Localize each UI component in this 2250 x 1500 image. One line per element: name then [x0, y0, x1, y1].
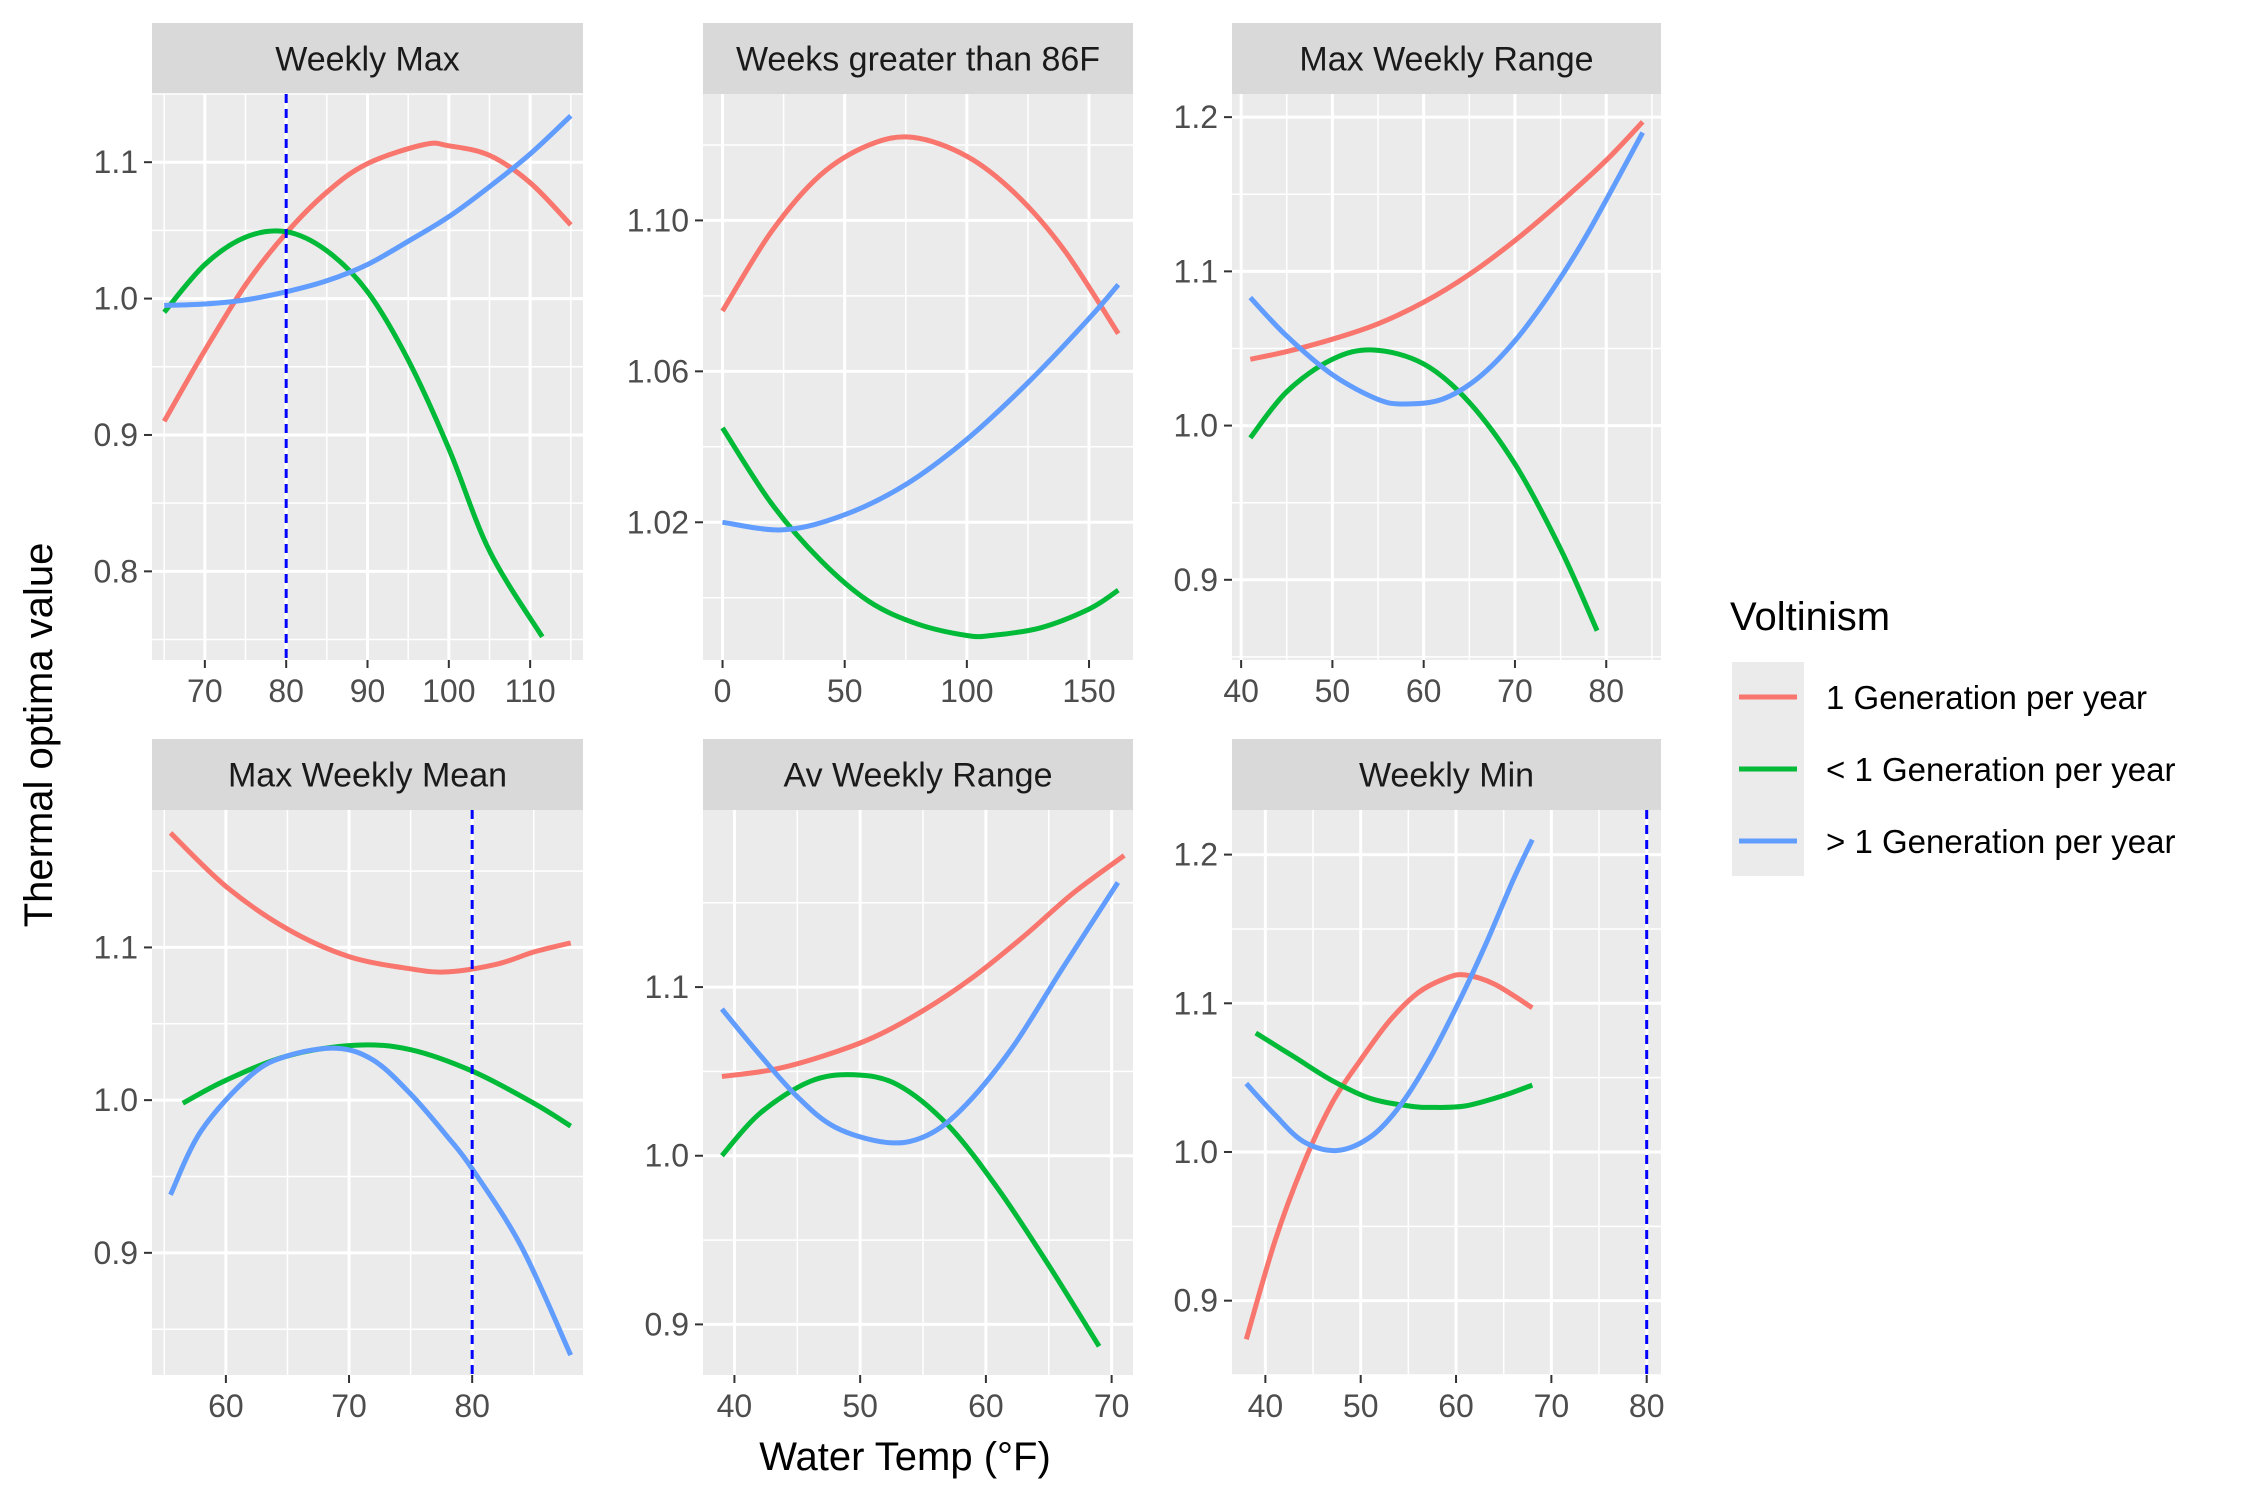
series-line-lt	[720, 1072, 1102, 1348]
x-tick-label: 60	[968, 1388, 1004, 1424]
y-tick-label: 0.9	[94, 417, 138, 453]
series-line-one	[162, 140, 573, 423]
x-tick-label: 60	[1406, 673, 1442, 709]
panel-strip	[703, 739, 1133, 810]
panel-strip	[152, 23, 583, 94]
y-tick-label: 1.02	[627, 504, 689, 540]
panel-5: Av Weekly Range 40 50 60 70 0.9 1.0 1.1	[645, 739, 1133, 1424]
y-tick-label: 0.8	[94, 553, 138, 589]
panel-6: Weekly Min 40 50 60 70 80 0.9 1.0 1.1 1.2	[1174, 739, 1665, 1424]
x-tick-label: 80	[268, 673, 304, 709]
y-tick-label: 1.2	[1174, 837, 1218, 873]
y-tick-label: 0.9	[94, 1235, 138, 1271]
panel-title: Weekly Max	[275, 41, 460, 79]
x-tick-label: 40	[1223, 673, 1259, 709]
x-tick-label: 50	[842, 1388, 878, 1424]
panel-2: Weeks greater than 86F 0 50 100 150 1.02 1.06 1…	[627, 23, 1133, 709]
series-line-gt	[722, 282, 1121, 533]
series-line-one	[720, 134, 1121, 335]
series-line-lt	[1254, 1030, 1534, 1110]
panel-strip	[1232, 739, 1661, 810]
x-tick-label: 100	[422, 673, 475, 709]
x-tick-label: 90	[350, 673, 386, 709]
x-tick-label: 50	[1343, 1388, 1379, 1424]
y-tick-label: 1.1	[1174, 253, 1218, 289]
x-tick-label: 70	[331, 1388, 367, 1424]
panel-strip	[1232, 23, 1661, 94]
legend-label-lt: < 1 Generation per year	[1826, 751, 2175, 788]
legend-label-one: 1 Generation per year	[1826, 679, 2147, 716]
panel-title: Max Weekly Mean	[228, 757, 507, 795]
panel-title: Weeks greater than 86F	[736, 41, 1100, 79]
x-tick-label: 50	[827, 673, 863, 709]
y-tick-label: 1.1	[645, 969, 689, 1005]
series-line-one	[168, 831, 572, 975]
x-tick-label: 100	[940, 673, 993, 709]
panel-title: Av Weekly Range	[784, 757, 1053, 795]
legend-label-gt: > 1 Generation per year	[1826, 823, 2175, 860]
x-tick-label: 40	[717, 1388, 753, 1424]
x-tick-label: 80	[1588, 673, 1624, 709]
panel-title: Max Weekly Range	[1299, 41, 1593, 79]
x-tick-label: 150	[1062, 673, 1115, 709]
y-tick-label: 0.9	[1174, 562, 1218, 598]
panel-background	[1232, 810, 1661, 1375]
panel-strip	[152, 739, 583, 810]
y-tick-label: 1.10	[627, 202, 689, 238]
series-line-gt	[168, 1045, 573, 1357]
x-tick-label: 60	[208, 1388, 244, 1424]
y-tick-label: 0.9	[645, 1306, 689, 1342]
y-tick-label: 1.1	[94, 929, 138, 965]
x-tick-label: 80	[454, 1388, 490, 1424]
series-line-lt	[720, 426, 1120, 640]
y-tick-label: 1.0	[1174, 1134, 1218, 1170]
x-axis-label: Water Temp (°F)	[759, 1435, 1051, 1479]
series-line-lt	[1248, 347, 1600, 632]
series-line-one	[721, 853, 1126, 1079]
panel-1: Weekly Max 70 80 90 100 110 0.8 0.9 1.0 1.1	[94, 23, 583, 709]
panel-background	[703, 94, 1133, 660]
series-line-lt	[162, 228, 545, 639]
legend-title: Voltinism	[1730, 595, 1890, 639]
panel-4: Max Weekly Mean 60 70 80 0.9 1.0 1.1	[94, 739, 583, 1424]
y-tick-label: 0.9	[1174, 1283, 1218, 1319]
series-line-gt	[719, 881, 1121, 1146]
x-tick-label: 70	[187, 673, 223, 709]
panels: Weekly Max 70 80 90 100 110 0.8 0.9 1.0 1.1 Weeks …	[94, 23, 1665, 1424]
y-tick-label: 1.1	[1174, 985, 1218, 1021]
x-tick-label: 110	[505, 673, 556, 709]
y-tick-label: 1.0	[94, 281, 138, 317]
y-tick-label: 1.0	[94, 1082, 138, 1118]
y-tick-label: 1.2	[1174, 99, 1218, 135]
y-axis-label: Thermal optima value	[17, 543, 61, 928]
y-tick-label: 1.1	[94, 144, 138, 180]
x-tick-label: 40	[1248, 1388, 1284, 1424]
y-tick-label: 1.0	[645, 1138, 689, 1174]
series-line-gt	[1248, 131, 1645, 407]
x-tick-label: 70	[1534, 1388, 1570, 1424]
x-tick-label: 0	[714, 673, 732, 709]
series-line-one	[1249, 120, 1645, 362]
x-tick-label: 70	[1094, 1388, 1130, 1424]
y-tick-label: 1.0	[1174, 408, 1218, 444]
x-tick-label: 70	[1497, 673, 1533, 709]
series-line-lt	[181, 1042, 573, 1129]
series-line-gt	[164, 113, 573, 308]
legend: Voltinism 1 Generation per year < 1 Gene…	[1730, 595, 2175, 876]
panel-3: Max Weekly Range 40 50 60 70 80 0.9 1.0 1.1 1.2	[1174, 23, 1661, 709]
panel-title: Weekly Min	[1359, 757, 1534, 795]
series-line-gt	[1244, 838, 1535, 1154]
panel-strip	[703, 23, 1133, 94]
y-tick-label: 1.06	[627, 353, 689, 389]
x-tick-label: 80	[1629, 1388, 1665, 1424]
x-tick-label: 60	[1438, 1388, 1474, 1424]
x-tick-label: 50	[1315, 673, 1351, 709]
